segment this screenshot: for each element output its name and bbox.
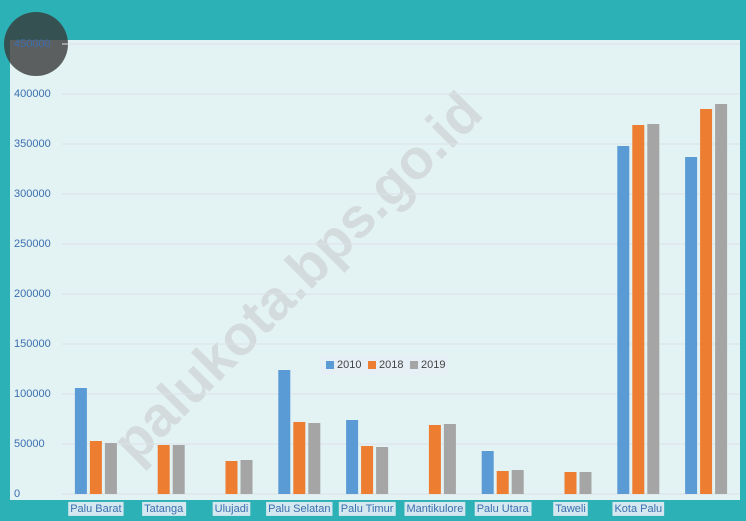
bar [511,470,524,494]
x-tick-label: Ulujadi [215,503,249,515]
bar [172,445,185,494]
x-tick-label: Palu Barat [70,503,121,515]
y-tick-label: 50000 [14,438,45,450]
x-tick-label: Palu Timur [341,503,394,515]
bar [700,109,713,494]
x-label-bg [68,501,124,516]
bar [579,472,592,494]
x-label-bg [142,501,187,516]
y-tick-label: 350000 [14,138,51,150]
y-tick-label: 200000 [14,288,51,300]
bar [715,104,728,494]
bar [617,146,630,494]
bar [293,422,306,494]
y-tick-label: 0 [14,488,20,500]
bar [647,124,660,494]
bar [685,157,698,494]
bar [157,445,170,494]
bar [74,388,87,494]
legend-label: 2010 [337,359,361,371]
x-tick-label: Tatanga [144,503,184,515]
y-tick-label: 250000 [14,238,51,250]
bar [346,420,359,494]
logo [4,12,68,76]
legend-swatch [368,361,376,369]
bar [361,446,374,494]
y-tick-label: 450000 [14,38,51,50]
x-label-bg [553,501,588,516]
x-tick-label: Palu Utara [477,503,530,515]
legend-bg [320,355,448,375]
bar [428,425,441,494]
legend-label: 2019 [421,359,445,371]
x-label-bg [212,501,251,516]
legend-swatch [326,361,334,369]
x-label-bg [338,501,396,516]
y-tick-label: 100000 [14,388,51,400]
bar [443,424,456,494]
x-tick-label: Mantikulore [406,503,463,515]
x-tick-label: Taweli [555,503,586,515]
y-tick-label: 400000 [14,88,51,100]
bar [564,472,577,494]
x-label-bg [612,501,665,516]
bar [376,447,389,494]
y-tick-label: 300000 [14,188,51,200]
bar [225,461,238,494]
bar [240,460,253,494]
x-tick-label: Palu Selatan [268,503,330,515]
x-label-bg [404,501,466,516]
x-label-bg [474,501,532,516]
bar [496,471,509,494]
bar [308,423,321,494]
bar [632,125,645,494]
bar [89,441,102,494]
bar [278,370,291,494]
legend-swatch [410,361,418,369]
x-tick-label: Kota Palu [614,503,662,515]
y-tick-label: 150000 [14,338,51,350]
bar [481,451,494,494]
bar [104,443,117,494]
legend-label: 2018 [379,359,403,371]
x-label-bg [266,501,333,516]
